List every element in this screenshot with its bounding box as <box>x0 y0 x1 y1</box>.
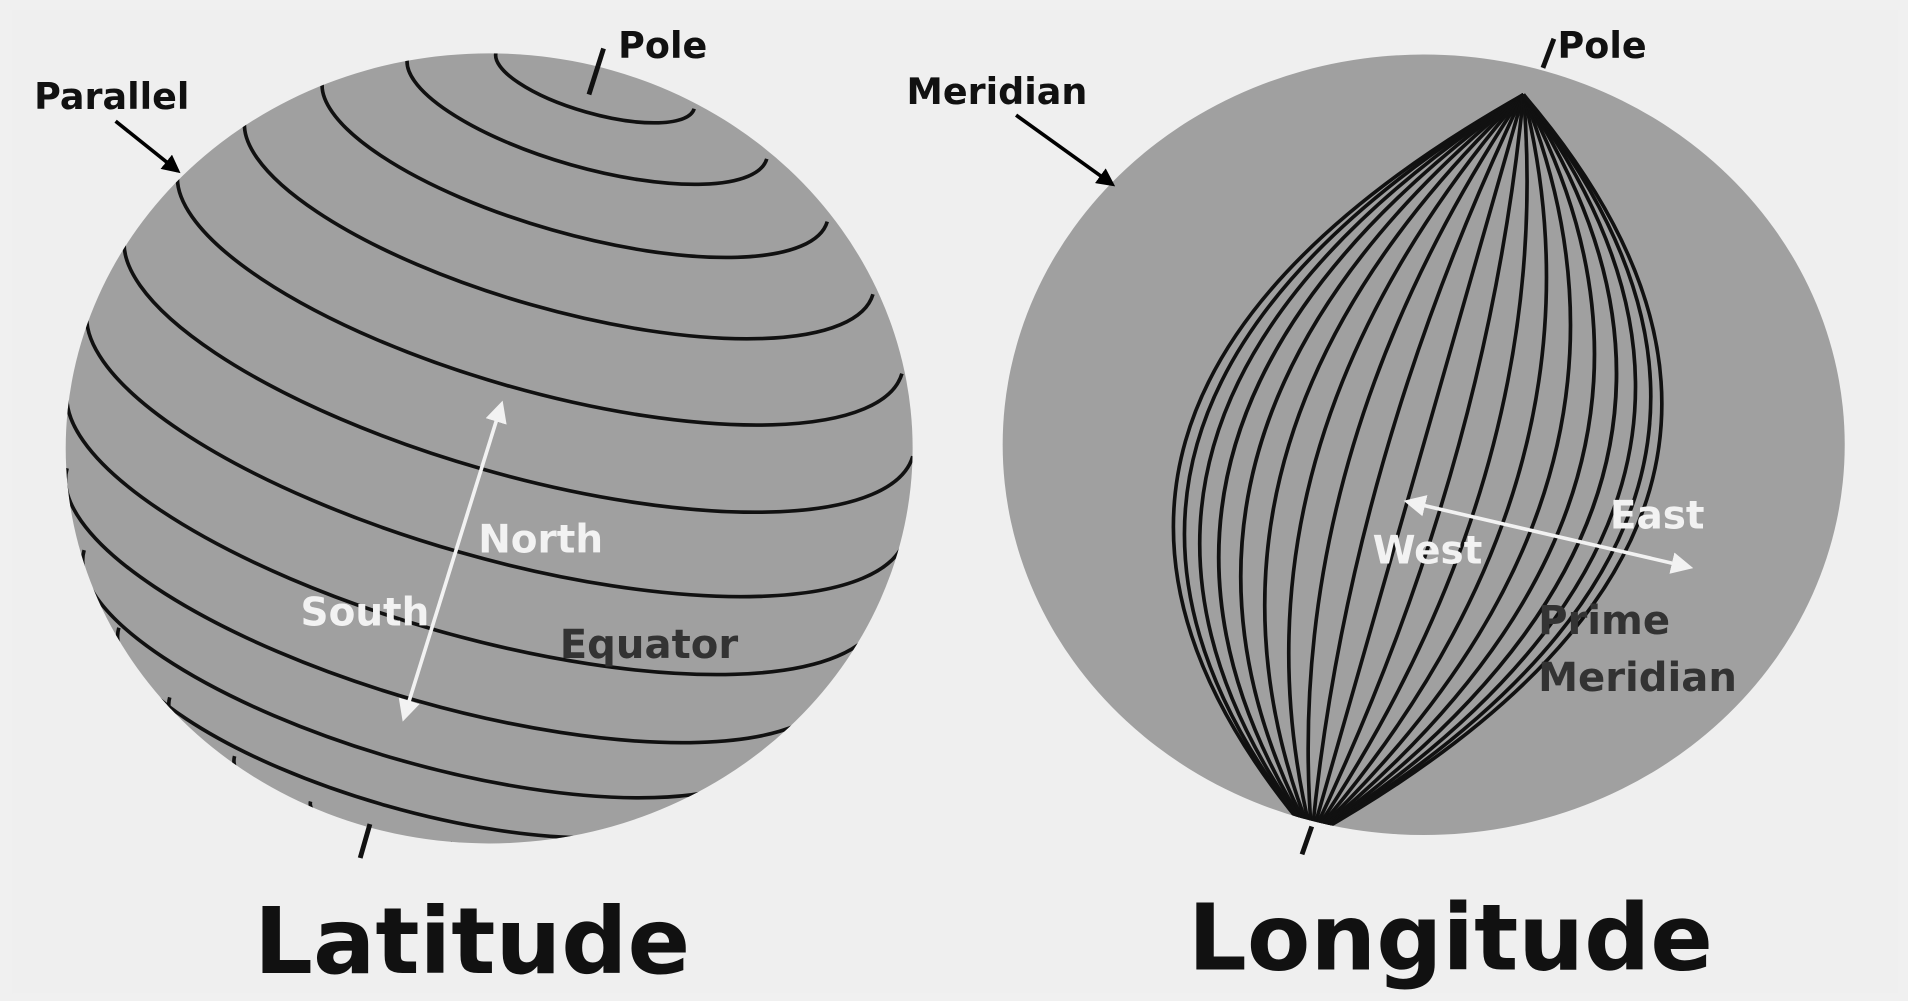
title: Latitude <box>254 887 690 995</box>
title: Longitude <box>1188 884 1713 992</box>
label: Pole <box>1558 24 1647 67</box>
label: North <box>478 518 603 563</box>
diagram: Pole Parallel North South Equator Latitu… <box>0 0 1908 1001</box>
label: Meridian <box>907 70 1088 113</box>
label: West <box>1373 529 1483 574</box>
label: Prime <box>1538 598 1670 644</box>
label: Meridian <box>1538 655 1737 701</box>
label: East <box>1610 493 1705 538</box>
label: South <box>301 590 430 635</box>
label: Pole <box>618 24 707 67</box>
page: Pole Parallel North South Equator Latitu… <box>0 0 1908 1001</box>
label: Parallel <box>34 75 189 118</box>
label: Equator <box>560 622 739 668</box>
